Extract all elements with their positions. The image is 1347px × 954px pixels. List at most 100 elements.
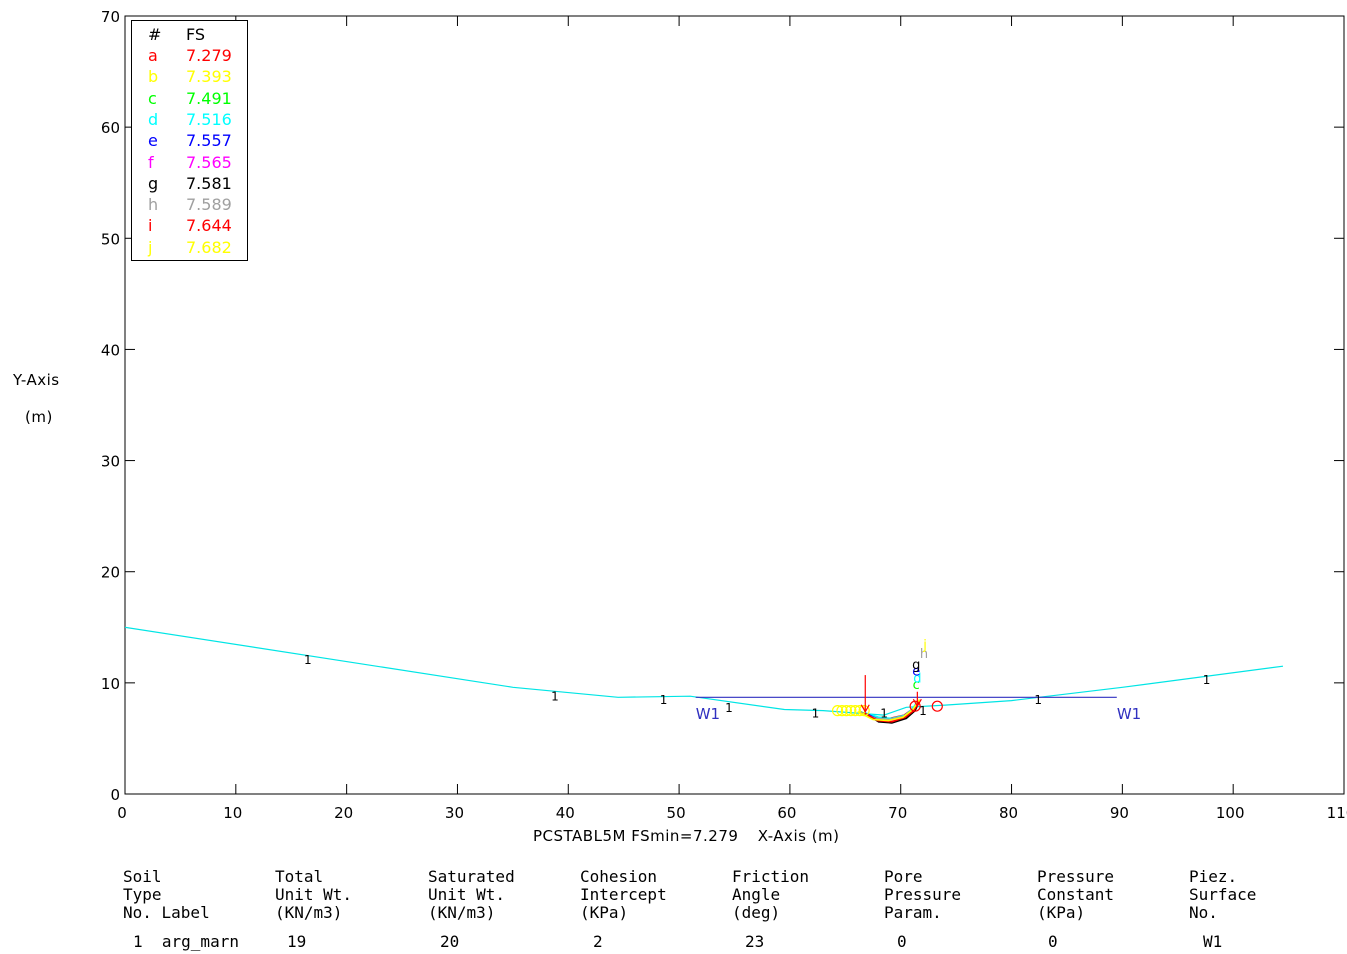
legend-row-d: d 7.516 xyxy=(148,109,232,130)
legend-row-j: j 7.682 xyxy=(148,237,232,258)
legend-fs: 7.682 xyxy=(186,237,232,257)
x-axis-label: X-Axis (m) xyxy=(757,827,840,845)
fs-legend: # FS a 7.279 b 7.393 c 7.491 d 7.516 e 7.557 f 7.565… xyxy=(131,20,248,261)
entry-marker xyxy=(840,705,853,717)
arrow-head xyxy=(860,704,870,713)
legend-row-g: g 7.581 xyxy=(148,173,232,194)
soil-number-label: 1 xyxy=(919,704,927,718)
legend-row-c: c 7.491 xyxy=(148,88,232,109)
x-tick-label: 30 xyxy=(445,804,464,822)
legend-row-e: e 7.557 xyxy=(148,130,232,151)
entry-marker xyxy=(849,705,861,717)
y-tick-label: 70 xyxy=(101,8,120,26)
legend-fs: 7.644 xyxy=(186,216,232,236)
x-tick-label: 80 xyxy=(999,804,1018,822)
y-tick-label: 20 xyxy=(101,564,120,582)
legend-fs: 7.589 xyxy=(186,195,232,215)
soil-table-header: Saturated Unit Wt. (KN/m3) xyxy=(428,867,515,922)
y-tick-label: 60 xyxy=(101,119,120,137)
legend-header-fs: FS xyxy=(186,25,206,44)
legend-row-a: a 7.279 xyxy=(148,45,232,66)
x-tick-label: 10 xyxy=(223,804,242,822)
legend-fs: 7.393 xyxy=(186,67,232,87)
entry-marker xyxy=(858,705,870,717)
y-tick-label: 30 xyxy=(101,453,120,471)
soil-table-value: 1 arg_marn xyxy=(133,932,239,951)
arrow-head xyxy=(912,698,922,708)
soil-table-value: 0 xyxy=(897,932,907,951)
legend-fs: 7.279 xyxy=(186,46,232,65)
x-tick-label: 60 xyxy=(777,804,796,822)
surface-id-label: j xyxy=(922,638,927,653)
soil-table-value: 2 xyxy=(593,932,603,951)
legend-header: # FS xyxy=(148,24,205,45)
legend-row-h: h 7.589 xyxy=(148,194,232,215)
plot-frame xyxy=(124,15,1345,795)
surface-id-label: d xyxy=(913,671,921,686)
x-tick-label: 50 xyxy=(667,804,686,822)
surface-id-label: g xyxy=(912,658,920,673)
surface-markers xyxy=(831,675,943,717)
soil-table-header: Friction Angle (deg) xyxy=(732,867,810,922)
legend-header-id: # xyxy=(148,25,162,44)
y-axis-label: Y-Axis xyxy=(13,371,60,389)
soil-table-value: 23 xyxy=(745,932,765,951)
piezometric-label: W1 xyxy=(696,705,720,723)
legend-id: b xyxy=(148,67,159,87)
legend-id: e xyxy=(148,131,158,151)
entry-marker xyxy=(845,705,857,717)
legend-id: d xyxy=(148,109,159,129)
legend-row-b: b 7.393 xyxy=(148,66,232,87)
y-axis-unit: (m) xyxy=(25,408,53,426)
y-tick-label: 40 xyxy=(101,341,120,359)
soil-number-label: 1 xyxy=(812,706,820,720)
soil-table-value: 19 xyxy=(287,932,307,951)
legend-fs: 7.516 xyxy=(186,109,232,129)
y-tick-label: 0 xyxy=(110,786,120,804)
legend-id: f xyxy=(148,152,154,172)
legend-fs: 7.565 xyxy=(186,152,232,172)
x-tick-label: 40 xyxy=(556,804,575,822)
legend-id: c xyxy=(148,88,157,108)
program-name: PCSTABL5M xyxy=(533,827,626,845)
legend-fs: 7.557 xyxy=(186,131,232,151)
y-tick-label: 10 xyxy=(101,675,120,693)
soil-number-label: 1 xyxy=(1203,673,1211,687)
soil-number-label: 1 xyxy=(660,693,668,707)
fsmin-label: FSmin=7.279 xyxy=(631,827,739,845)
legend-id: a xyxy=(148,46,158,65)
x-axis-caption: PCSTABL5M FSmin=7.279 X-Axis (m) xyxy=(533,827,840,845)
surface-id-label: e xyxy=(912,665,920,680)
x-tick-label: 0 xyxy=(117,804,127,822)
surface-id-label: h xyxy=(920,647,928,662)
legend-id: i xyxy=(148,216,153,236)
soil-number-label: 1 xyxy=(1034,693,1042,707)
y-tick-label: 50 xyxy=(101,230,120,248)
piezometric-label: W1 xyxy=(1117,705,1141,723)
soil-table-header: Cohesion Intercept (KPa) xyxy=(580,867,667,922)
legend-id: j xyxy=(148,237,153,257)
legend-id: h xyxy=(148,195,159,215)
x-tick-label: 100 xyxy=(1216,804,1245,822)
soil-number-label: 1 xyxy=(551,690,559,704)
entry-marker xyxy=(836,705,848,717)
failure-surface-j xyxy=(857,699,921,722)
legend-fs: 7.491 xyxy=(186,88,232,108)
soil-number-label: 1 xyxy=(880,706,888,720)
failure-surfaces xyxy=(857,699,921,724)
soil-table-header: Pressure Constant (KPa) xyxy=(1037,867,1115,922)
soil-table-header: Piez. Surface No. xyxy=(1189,867,1257,922)
soil-properties-table: Soil Type No. Label 1 arg_marn Total Unit … xyxy=(0,868,1347,954)
legend-row-f: f 7.565 xyxy=(148,152,232,173)
soil-number-label: 1 xyxy=(725,701,733,715)
x-tick-label: 70 xyxy=(888,804,907,822)
ground-surface xyxy=(124,626,1284,716)
soil-table-value: 0 xyxy=(1048,932,1058,951)
x-tick-label: 110 xyxy=(1327,804,1347,822)
soil-table-value: W1 xyxy=(1203,932,1223,951)
legend-id: g xyxy=(148,173,159,193)
soil-number-label: 1 xyxy=(304,653,312,667)
legend-row-i: i 7.644 xyxy=(148,215,232,236)
x-tick-label: 20 xyxy=(334,804,353,822)
